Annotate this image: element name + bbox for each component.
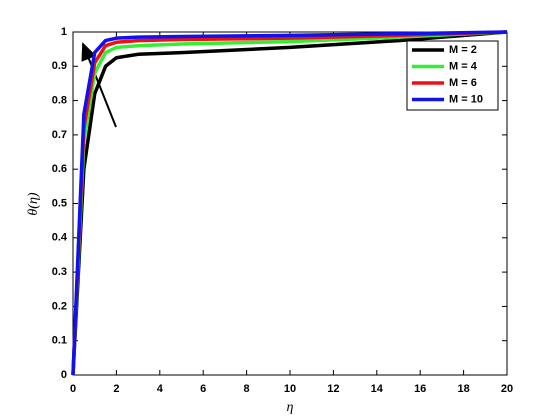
y-tick-label: 0.3 <box>52 266 67 278</box>
y-tick-label: 0.7 <box>52 129 67 141</box>
legend-label: M = 6 <box>449 77 477 89</box>
x-tick-label: 2 <box>113 383 119 395</box>
y-tick-label: 1 <box>61 26 67 38</box>
legend-label: M = 2 <box>449 44 477 56</box>
x-tick-label: 8 <box>244 383 250 395</box>
x-tick-label: 14 <box>371 383 384 395</box>
y-tick-label: 0.4 <box>52 232 68 244</box>
series-line <box>71 30 508 376</box>
y-tick-label: 0.8 <box>52 95 67 107</box>
series-line <box>71 30 508 376</box>
x-tick-label: 12 <box>327 383 339 395</box>
y-tick-label: 0.5 <box>52 197 67 209</box>
y-tick-label: 0.1 <box>52 335 67 347</box>
x-tick-label: 20 <box>501 383 513 395</box>
legend-label: M = 4 <box>449 60 478 72</box>
x-tick-label: 0 <box>70 383 76 395</box>
x-tick-label: 10 <box>284 383 296 395</box>
x-tick-label: 6 <box>200 383 206 395</box>
series-line <box>71 30 508 376</box>
y-tick-label: 0.6 <box>52 163 67 175</box>
legend-label: M = 10 <box>449 93 483 105</box>
x-tick-label: 16 <box>414 383 426 395</box>
series-line <box>71 30 508 376</box>
x-axis-label: η <box>287 400 294 415</box>
x-tick-label: 18 <box>457 383 469 395</box>
y-axis-label: θ(η) <box>26 192 41 215</box>
x-tick-label: 4 <box>157 383 164 395</box>
y-tick-label: 0.2 <box>52 300 67 312</box>
y-tick-label: 0.9 <box>52 60 67 72</box>
y-tick-label: 0 <box>61 369 67 381</box>
